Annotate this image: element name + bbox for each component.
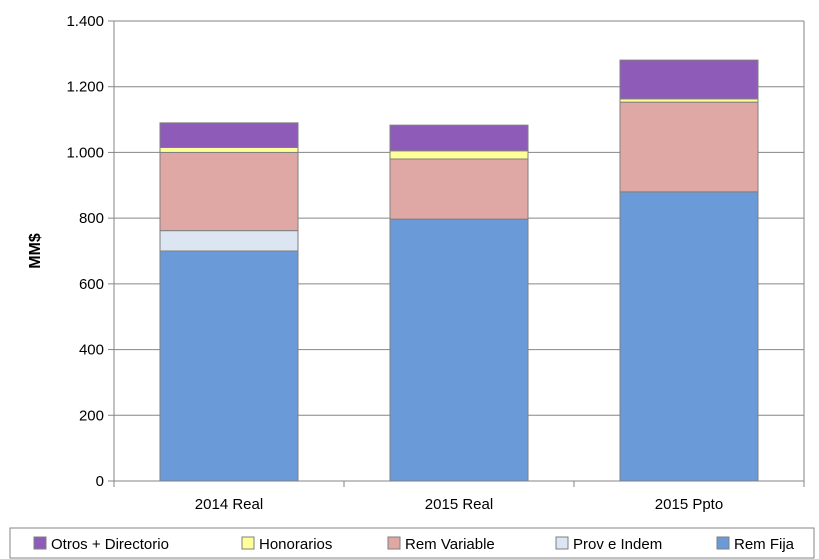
y-tick-label: 0: [96, 473, 104, 490]
legend-box: [9, 527, 815, 559]
legend-label: Otros + Directorio: [51, 536, 169, 553]
x-tick-label: 2015 Real: [425, 496, 493, 513]
x-tick-label: 2014 Real: [195, 496, 263, 513]
bars: [159, 59, 759, 482]
legend-swatch: [33, 536, 47, 550]
bar-segment: [159, 122, 299, 148]
x-tick-labels: 2014 Real 2015 Real 2015 Ppto: [195, 496, 723, 513]
bar-segment: [619, 101, 759, 193]
legend-swatch: [555, 536, 569, 550]
bar-segment: [619, 59, 759, 100]
y-tick-label: 600: [79, 276, 104, 293]
bar-segment: [159, 151, 299, 232]
bar-segment: [389, 218, 529, 482]
bar-segment: [619, 191, 759, 482]
y-tick-label: 1.000: [66, 144, 104, 161]
bar-segment: [159, 230, 299, 252]
legend-label: Rem Fija: [734, 536, 795, 553]
legend-swatch: [716, 536, 730, 550]
y-axis-label: MM$: [27, 233, 44, 269]
legend-swatch: [387, 536, 401, 550]
y-tick-label: 1.200: [66, 79, 104, 96]
legend: Otros + Directorio Honorarios Rem Variable…: [9, 527, 815, 559]
y-tick-label: 1.400: [66, 13, 104, 30]
y-tick-label: 800: [79, 210, 104, 227]
bar-segment: [159, 147, 299, 153]
bar-segment: [389, 124, 529, 152]
bar-segment: [389, 158, 529, 220]
bar-segment: [159, 250, 299, 482]
y-tick-label: 200: [79, 407, 104, 424]
y-tick-labels: 0 200 400 600 800 1.000 1.200 1.400: [66, 13, 104, 490]
legend-label: Prov e Indem: [573, 536, 662, 553]
x-tick-label: 2015 Ppto: [655, 496, 723, 513]
legend-swatch: [241, 536, 255, 550]
y-tick-label: 400: [79, 342, 104, 359]
bar-segment: [389, 150, 529, 160]
legend-label: Honorarios: [259, 536, 332, 553]
legend-label: Rem Variable: [405, 536, 495, 553]
